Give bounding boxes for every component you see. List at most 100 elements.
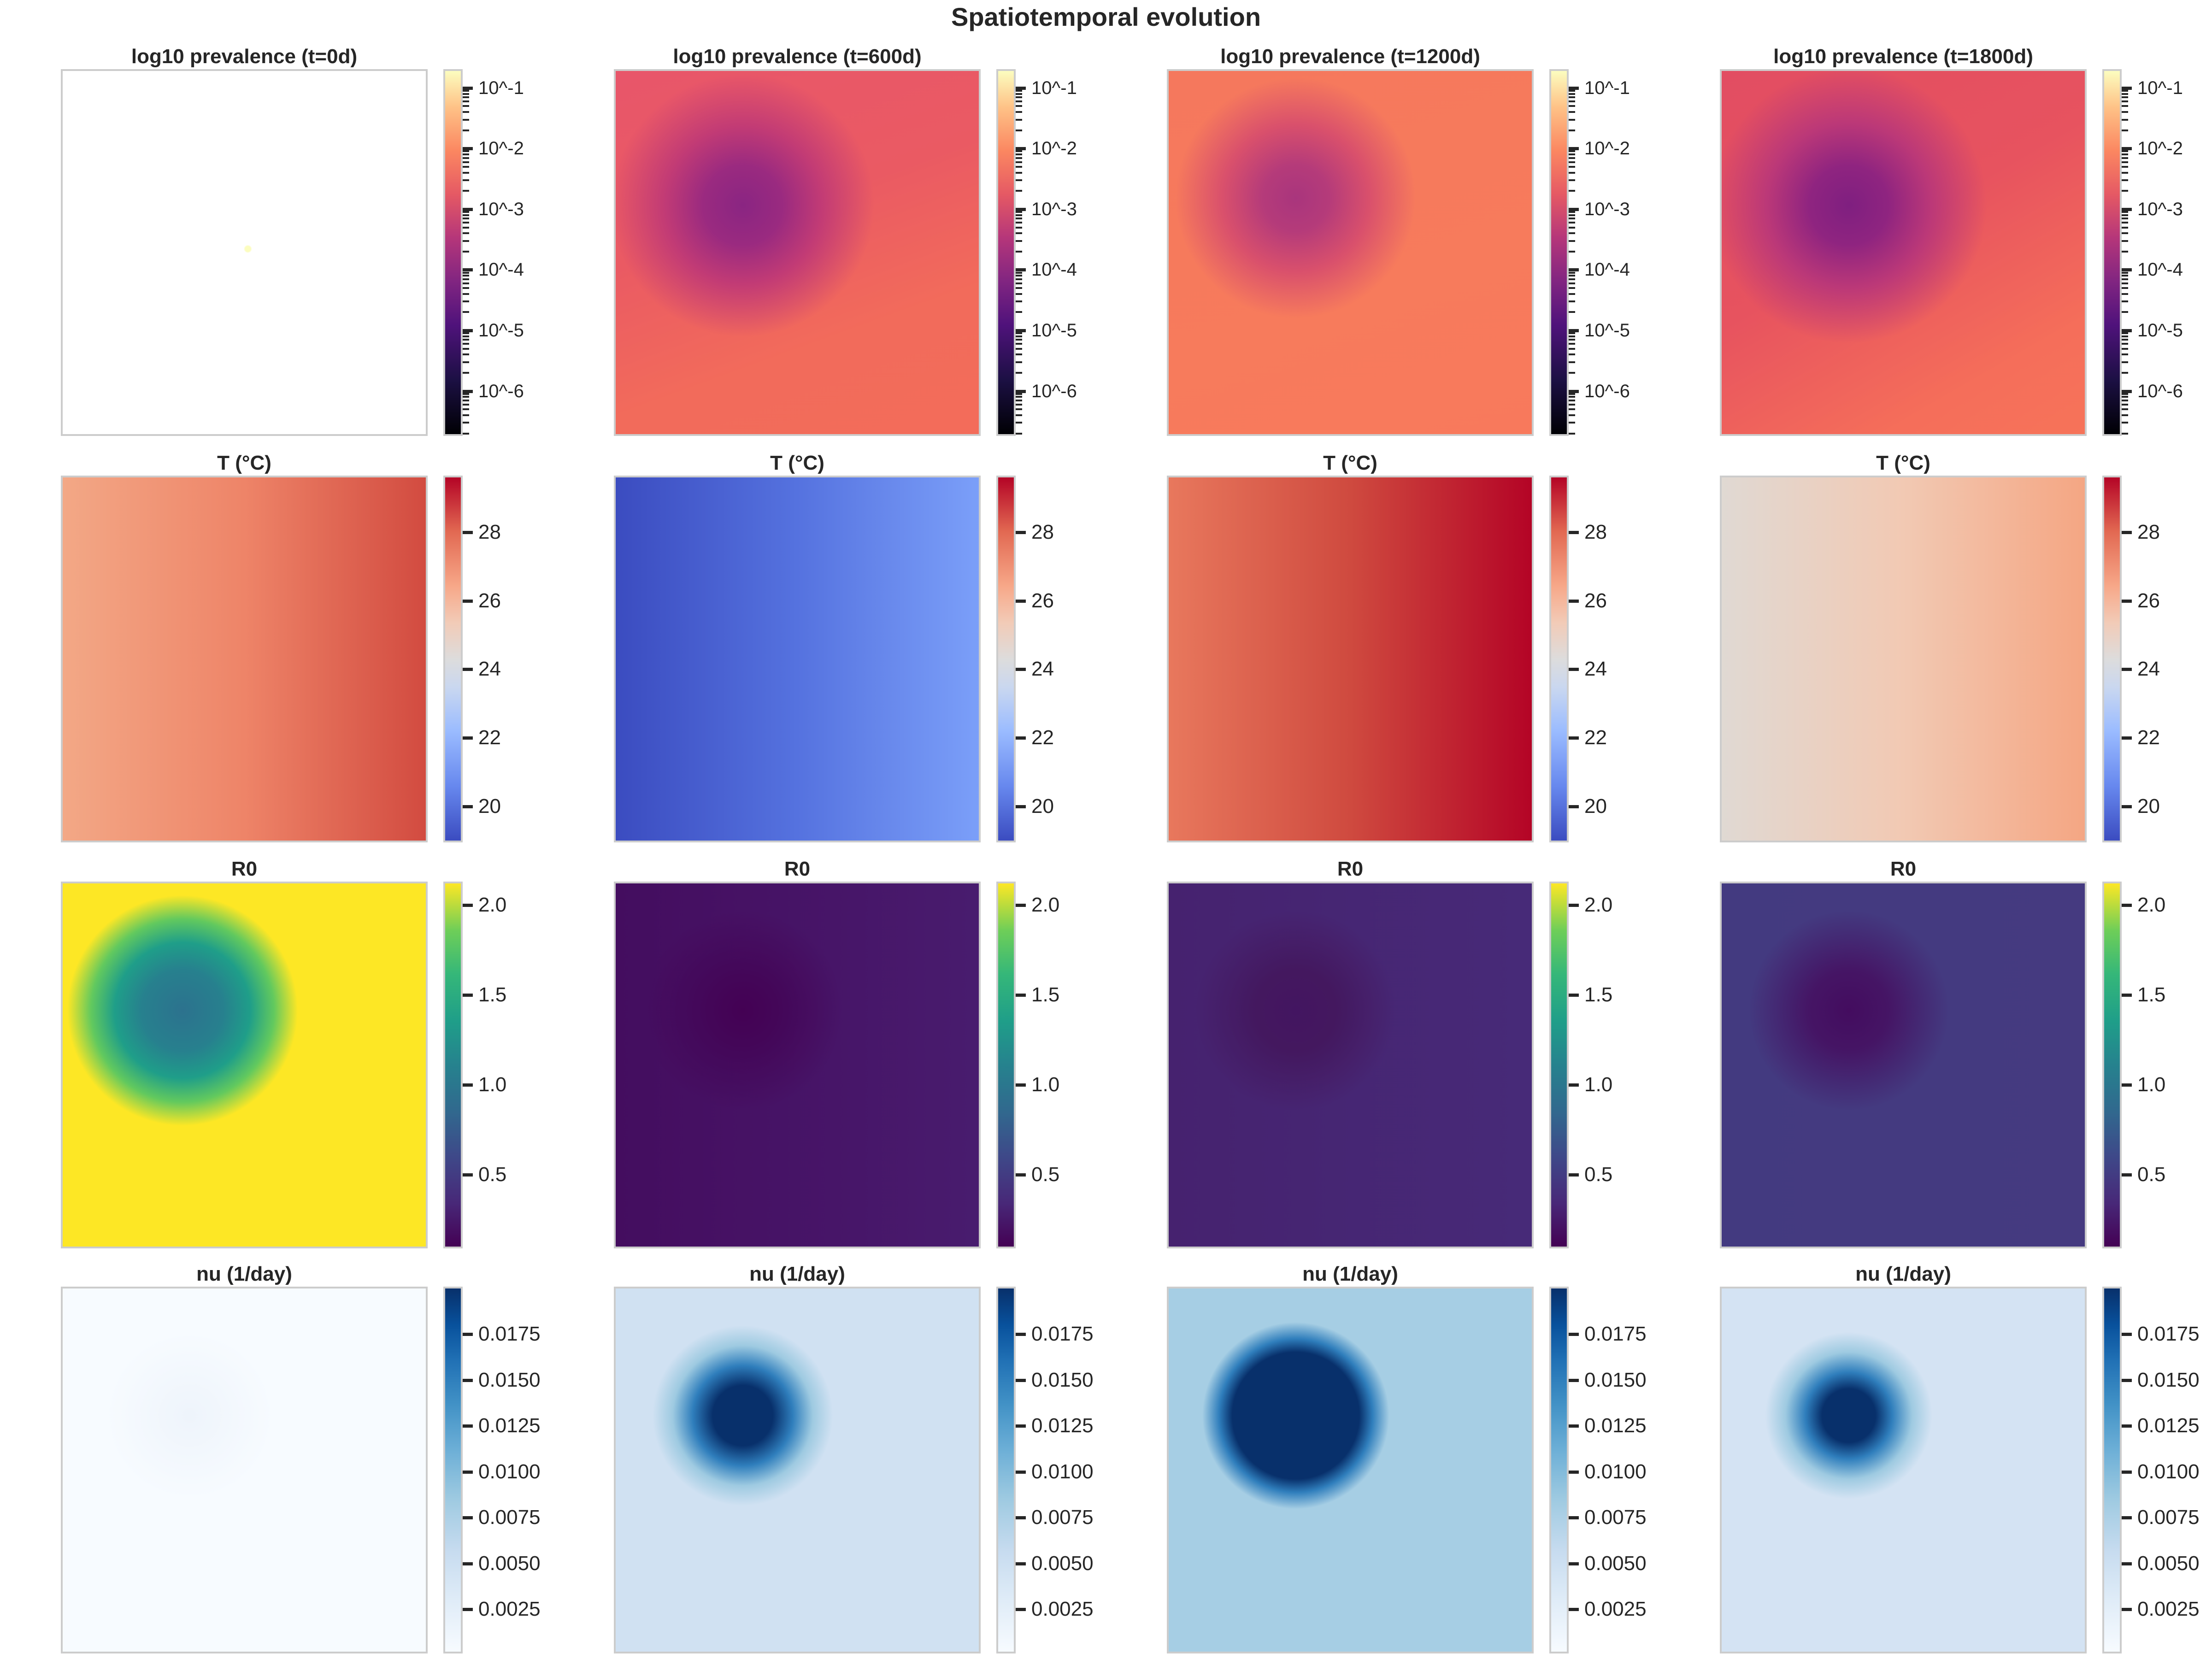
colorbar-minor-tick [2122,311,2128,313]
colorbar-minor-tick [2122,432,2128,435]
colorbar-minor-tick [1016,111,1022,113]
colorbar-tick [1016,147,1026,151]
colorbar-minor-tick [1569,96,1575,99]
panel-title: log10 prevalence (t=1800d) [1773,45,2033,68]
colorbar-minor-tick [2122,240,2128,242]
colorbar-tick-label: 0.0100 [1584,1460,1647,1483]
colorbar-minor-tick [1016,361,1022,363]
colorbar-minor-tick [463,432,469,435]
colorbar-tick [463,805,473,808]
colorbar-minor-tick [1016,282,1022,284]
colorbar-R0 [443,882,463,1248]
colorbar-R0 [1549,882,1569,1248]
colorbar-tick [2122,147,2132,151]
colorbar-minor-tick [1016,347,1022,350]
colorbar-nu [1549,1287,1569,1653]
colorbar-minor-tick [463,222,469,224]
colorbar-minor-tick [1016,190,1022,192]
colorbar-tick [463,668,473,671]
colorbar-tick [1569,1608,1579,1612]
colorbar-tick-label: 20 [1584,794,1607,818]
colorbar-minor-tick [463,287,469,289]
colorbar-minor-tick [1016,250,1022,253]
colorbar-minor-tick [2122,150,2128,153]
colorbar-R0 [2102,882,2122,1248]
colorbar-minor-tick [2122,118,2128,121]
colorbar-tick-label: 0.0150 [478,1368,541,1391]
colorbar-tick [2122,1562,2132,1565]
colorbar-minor-tick [1016,414,1022,416]
colorbar-tick-label: 10^-4 [478,259,524,280]
colorbar-tick-label: 10^-4 [2137,259,2183,280]
colorbar-minor-tick [463,422,469,424]
colorbar-tick-label: 0.0025 [478,1598,541,1621]
colorbar-tick [1016,1083,1026,1087]
colorbar-minor-tick [1569,361,1575,363]
colorbar-tick [1569,1424,1579,1428]
colorbar-tick-label: 24 [2137,658,2160,681]
colorbar-tick [2122,993,2132,997]
colorbar-tick-label: 0.5 [1584,1163,1613,1186]
colorbar-tick-label: 22 [1031,726,1054,749]
panel-title: T (°C) [1876,452,1930,474]
colorbar-tick-label: 2.0 [1031,893,1060,916]
colorbar-tick-label: 1.0 [1031,1073,1060,1096]
colorbar-tick [1016,805,1026,808]
colorbar-minor-tick [2122,171,2128,174]
colorbar-minor-tick [1016,335,1022,337]
colorbar-minor-tick [1016,403,1022,406]
colorbar-minor-tick [1569,240,1575,242]
heatmap-nu [61,1287,428,1653]
colorbar-tick [1016,1470,1026,1474]
colorbar-tick-label: 24 [478,658,501,681]
colorbar-minor-tick [463,361,469,363]
colorbar-tick-label: 10^-2 [1031,138,1077,159]
colorbar-minor-tick [1016,100,1022,103]
colorbar-minor-tick [463,129,469,131]
colorbar-tick [2122,268,2132,272]
colorbar-tick-label: 1.5 [2137,983,2166,1006]
colorbar-minor-tick [1569,89,1575,92]
colorbar-tick-label: 0.0050 [1031,1552,1094,1575]
figure-title: Spatiotemporal evolution [951,2,1261,31]
colorbar-tick-label: 10^-4 [1031,259,1077,280]
colorbar-minor-tick [463,153,469,156]
colorbar-minor-tick [2122,393,2128,395]
colorbar-tick-label: 0.0175 [478,1323,541,1346]
colorbar-minor-tick [463,161,469,163]
colorbar-tick [1569,668,1579,671]
colorbar-minor-tick [1569,339,1575,341]
colorbar-minor-tick [1016,422,1022,424]
colorbar-minor-tick [463,396,469,398]
colorbar-tick [463,86,473,90]
colorbar-tick [1569,1333,1579,1336]
colorbar-tick [463,1083,473,1087]
colorbar-temperature [1549,476,1569,842]
colorbar-minor-tick [2122,93,2128,95]
colorbar-tick [1016,207,1026,211]
colorbar-minor-tick [2122,129,2128,131]
colorbar-tick [1016,1333,1026,1336]
colorbar-minor-tick [1569,396,1575,398]
colorbar-minor-tick [2122,222,2128,224]
colorbar-tick [1016,1173,1026,1177]
colorbar-minor-tick [463,89,469,92]
colorbar-minor-tick [1569,399,1575,401]
colorbar-minor-tick [463,179,469,182]
colorbar-minor-tick [1016,105,1022,107]
colorbar-minor-tick [2122,105,2128,107]
colorbar-minor-tick [463,105,469,107]
colorbar-minor-tick [2122,300,2128,303]
colorbar-minor-tick [1569,432,1575,435]
colorbar-tick-label: 1.0 [1584,1073,1613,1096]
colorbar-tick [463,207,473,211]
colorbar-tick-label: 10^-5 [478,320,524,341]
colorbar-minor-tick [2122,157,2128,159]
colorbar-tick-label: 0.5 [478,1163,507,1186]
colorbar-tick-label: 10^-5 [1031,320,1077,341]
colorbar-tick [1016,668,1026,671]
colorbar-tick-label: 26 [1031,589,1054,612]
colorbar-minor-tick [1569,165,1575,168]
colorbar-minor-tick [1016,171,1022,174]
colorbar-tick [1569,1470,1579,1474]
